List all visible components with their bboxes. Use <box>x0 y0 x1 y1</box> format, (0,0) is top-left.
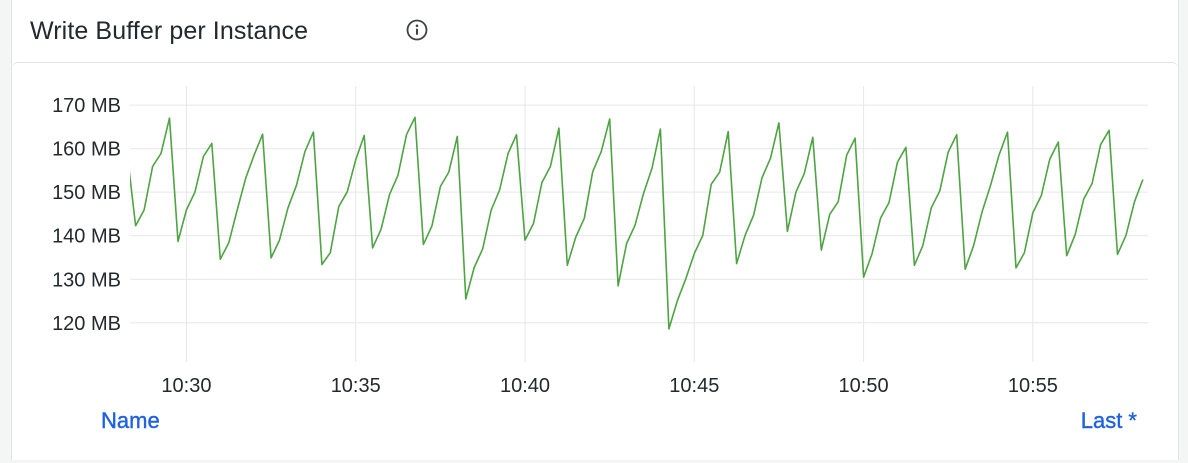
info-circle-icon[interactable] <box>406 19 428 41</box>
legend-name-header[interactable]: Name <box>101 408 160 433</box>
panel-title: Write Buffer per Instance <box>30 17 309 45</box>
chart-area <box>12 62 1178 463</box>
panel-header: Write Buffer per Instance <box>12 0 1178 62</box>
chart-panel: Write Buffer per Instance Name Last * <box>11 0 1179 460</box>
legend-last-header[interactable]: Last * <box>1080 408 1138 433</box>
